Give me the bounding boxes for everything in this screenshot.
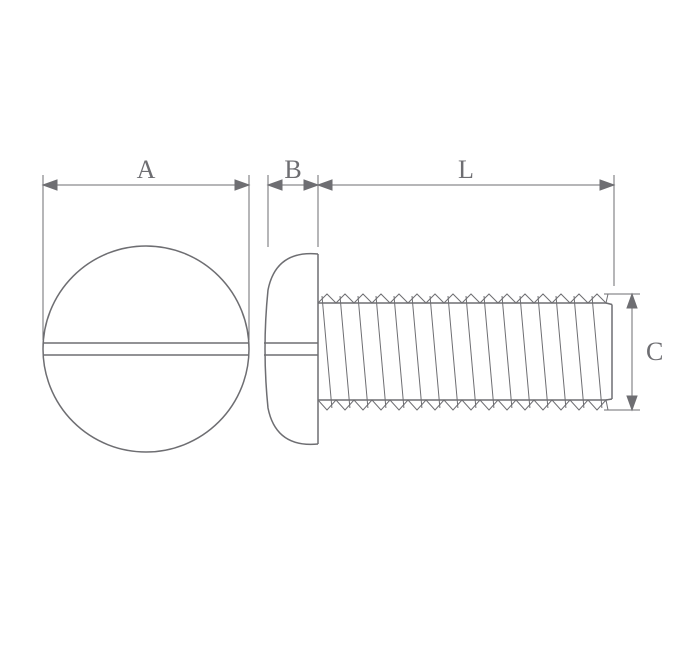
head-side-outline	[265, 254, 318, 445]
dim-label-B: B	[284, 155, 301, 184]
screw-technical-drawing: A B L C	[0, 0, 677, 670]
dim-label-L: L	[458, 155, 474, 184]
dim-label-C: C	[646, 337, 663, 366]
dim-label-A: A	[137, 155, 156, 184]
thread-helix	[322, 296, 602, 408]
head-front-outline	[43, 246, 249, 452]
